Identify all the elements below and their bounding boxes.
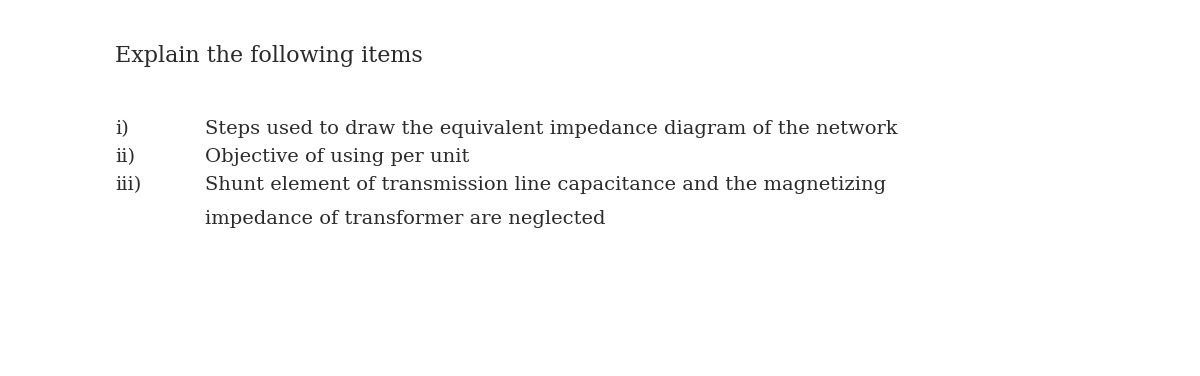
Text: Steps used to draw the equivalent impedance diagram of the network: Steps used to draw the equivalent impeda… xyxy=(205,120,898,138)
Text: ii): ii) xyxy=(115,148,134,166)
Text: Shunt element of transmission line capacitance and the magnetizing: Shunt element of transmission line capac… xyxy=(205,176,886,194)
Text: i): i) xyxy=(115,120,128,138)
Text: iii): iii) xyxy=(115,176,142,194)
Text: Objective of using per unit: Objective of using per unit xyxy=(205,148,469,166)
Text: Explain the following items: Explain the following items xyxy=(115,45,422,67)
Text: impedance of transformer are neglected: impedance of transformer are neglected xyxy=(205,210,606,228)
